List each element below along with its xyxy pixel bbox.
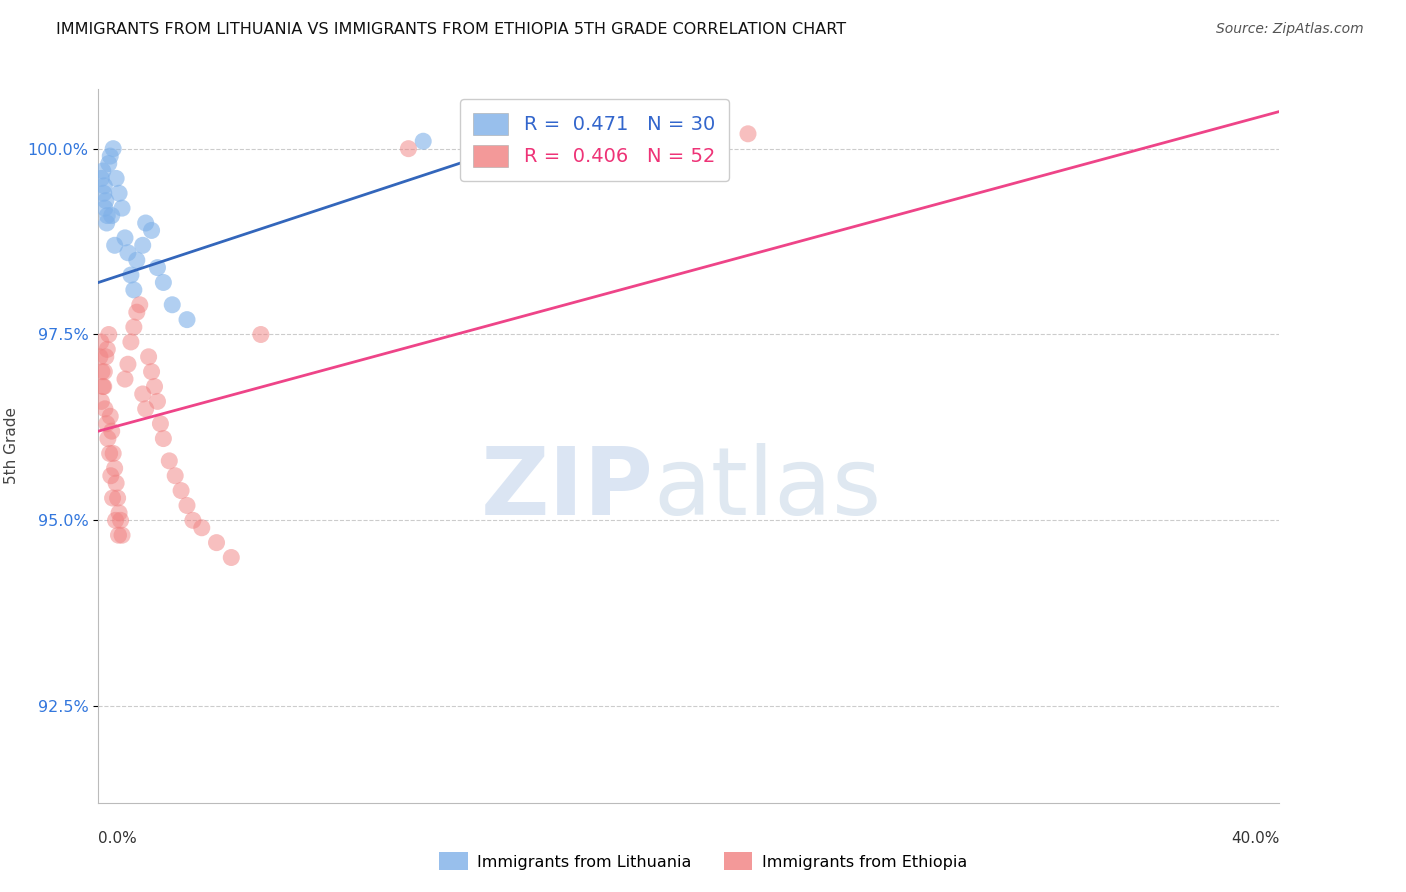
Point: [250, 327, 273, 342]
Point: [138, 350, 160, 364]
Point: [122, 283, 145, 297]
Text: 0.0%: 0.0%: [98, 831, 138, 846]
Point: [101, 491, 124, 505]
Point: [104, 461, 127, 475]
Point: [90, 334, 112, 349]
Point: [141, 365, 163, 379]
Point: [91, 379, 114, 393]
Point: [141, 223, 163, 237]
Point: [120, 334, 142, 349]
Point: [165, 468, 187, 483]
Point: [205, 535, 228, 549]
Point: [94, 194, 117, 208]
Point: [149, 417, 172, 431]
Point: [143, 379, 166, 393]
Point: [114, 372, 136, 386]
Point: [122, 320, 145, 334]
Point: [100, 209, 122, 223]
Point: [98, 446, 121, 460]
Text: 40.0%: 40.0%: [1232, 831, 1279, 846]
Point: [125, 253, 148, 268]
Point: [97, 156, 120, 170]
Point: [93, 365, 115, 379]
Point: [97, 327, 120, 342]
Point: [162, 298, 183, 312]
Point: [737, 127, 759, 141]
Point: [152, 276, 174, 290]
Point: [412, 134, 434, 148]
Point: [107, 528, 129, 542]
Point: [170, 483, 193, 498]
Point: [152, 432, 174, 446]
Point: [91, 164, 114, 178]
Point: [90, 394, 112, 409]
Point: [114, 231, 136, 245]
Point: [111, 201, 134, 215]
Legend: Immigrants from Lithuania, Immigrants from Ethiopia: Immigrants from Lithuania, Immigrants fr…: [433, 846, 973, 877]
Point: [120, 268, 142, 282]
Point: [516, 142, 538, 156]
Point: [191, 521, 214, 535]
Point: [117, 245, 139, 260]
Text: ZIP: ZIP: [481, 442, 654, 535]
Point: [117, 357, 139, 371]
Point: [96, 216, 118, 230]
Point: [125, 305, 148, 319]
Point: [132, 238, 155, 252]
Point: [110, 513, 132, 527]
Point: [94, 201, 117, 215]
Point: [96, 209, 118, 223]
Point: [100, 468, 122, 483]
Point: [132, 387, 155, 401]
Point: [100, 424, 122, 438]
Point: [93, 379, 115, 393]
Y-axis label: 5th Grade: 5th Grade: [4, 408, 20, 484]
Point: [105, 476, 128, 491]
Point: [181, 513, 204, 527]
Point: [91, 365, 114, 379]
Point: [219, 550, 243, 565]
Point: [135, 401, 157, 416]
Point: [93, 186, 115, 201]
Point: [97, 432, 120, 446]
Point: [103, 446, 125, 460]
Point: [104, 238, 127, 252]
Point: [108, 186, 131, 201]
Point: [146, 260, 169, 275]
Point: [94, 350, 117, 364]
Point: [105, 171, 128, 186]
Point: [104, 513, 127, 527]
Point: [157, 454, 180, 468]
Point: [176, 312, 198, 326]
Text: IMMIGRANTS FROM LITHUANIA VS IMMIGRANTS FROM ETHIOPIA 5TH GRADE CORRELATION CHAR: IMMIGRANTS FROM LITHUANIA VS IMMIGRANTS …: [56, 22, 846, 37]
Point: [90, 171, 112, 186]
Point: [176, 499, 198, 513]
Point: [135, 216, 157, 230]
Point: [128, 298, 150, 312]
Point: [96, 343, 118, 357]
Point: [146, 394, 169, 409]
Legend: R =  0.471   N = 30, R =  0.406   N = 52: R = 0.471 N = 30, R = 0.406 N = 52: [460, 99, 730, 181]
Point: [107, 491, 129, 505]
Point: [396, 142, 419, 156]
Point: [96, 417, 118, 431]
Point: [94, 401, 117, 416]
Point: [98, 409, 121, 424]
Point: [108, 506, 131, 520]
Point: [98, 149, 121, 163]
Point: [93, 178, 115, 193]
Text: Source: ZipAtlas.com: Source: ZipAtlas.com: [1216, 22, 1364, 37]
Point: [89, 350, 111, 364]
Point: [111, 528, 134, 542]
Point: [103, 142, 125, 156]
Text: atlas: atlas: [654, 442, 882, 535]
